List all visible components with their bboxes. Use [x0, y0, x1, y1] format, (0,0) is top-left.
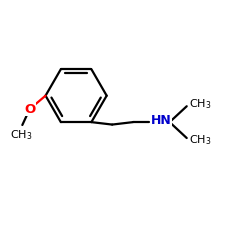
Text: CH$_3$: CH$_3$ [10, 128, 32, 142]
Text: HN: HN [151, 114, 172, 128]
Text: CH$_3$: CH$_3$ [189, 134, 211, 147]
Text: CH$_3$: CH$_3$ [189, 97, 211, 111]
Text: O: O [24, 102, 35, 116]
